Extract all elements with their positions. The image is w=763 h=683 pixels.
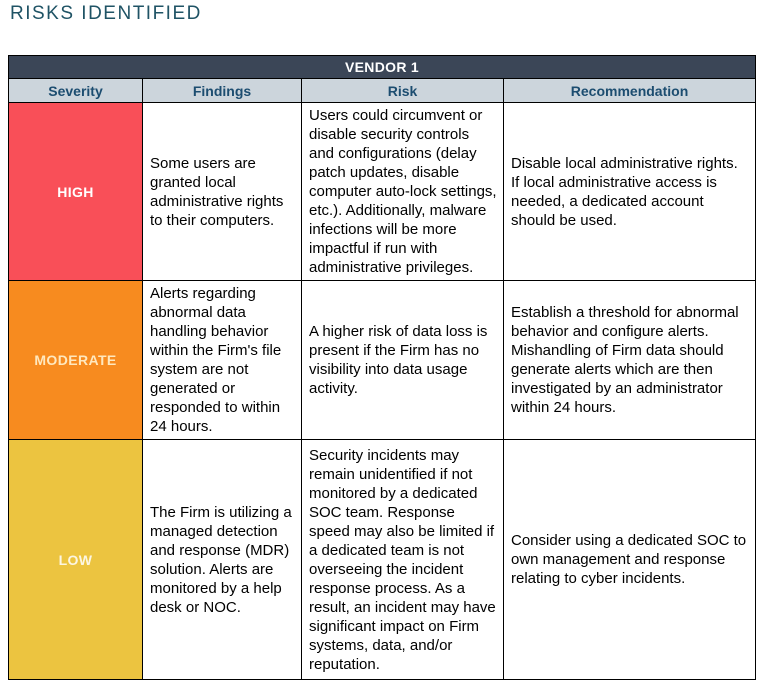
recommendation-cell-moderate: Establish a threshold for abnormal behav… bbox=[502, 280, 757, 440]
column-header-risk: Risk bbox=[301, 78, 504, 103]
recommendation-cell-low: Consider using a dedicated SOC to own ma… bbox=[502, 439, 757, 680]
column-header-recommendation: Recommendation bbox=[502, 78, 757, 103]
risk-cell-moderate: A higher risk of data loss is present if… bbox=[301, 280, 504, 440]
severity-cell-low: LOW bbox=[8, 439, 143, 680]
risk-row-high: HIGH Some users are granted local admini… bbox=[8, 102, 757, 281]
risk-row-low: LOW The Firm is utilizing a managed dete… bbox=[8, 439, 757, 680]
page-title: RISKS IDENTIFIED bbox=[10, 3, 202, 24]
vendor-header-row: VENDOR 1 bbox=[7, 55, 757, 79]
recommendation-cell-high: Disable local administrative rights. If … bbox=[502, 102, 757, 281]
risk-cell-low: Security incidents may remain unidentifi… bbox=[301, 439, 504, 680]
column-header-row: Severity Findings Risk Recommendation bbox=[8, 78, 757, 103]
risks-table: VENDOR 1 Severity Findings Risk Recommen… bbox=[7, 55, 757, 680]
vendor-header: VENDOR 1 bbox=[7, 55, 757, 79]
risk-cell-high: Users could circumvent or disable securi… bbox=[301, 102, 504, 281]
severity-cell-high: HIGH bbox=[8, 102, 143, 281]
findings-cell-low: The Firm is utilizing a managed detectio… bbox=[142, 439, 302, 680]
column-header-severity: Severity bbox=[8, 78, 143, 103]
findings-cell-moderate: Alerts regarding abnormal data handling … bbox=[142, 280, 302, 440]
severity-cell-moderate: MODERATE bbox=[8, 280, 143, 440]
risk-row-moderate: MODERATE Alerts regarding abnormal data … bbox=[8, 280, 757, 440]
findings-cell-high: Some users are granted local administrat… bbox=[142, 102, 302, 281]
column-header-findings: Findings bbox=[142, 78, 302, 103]
